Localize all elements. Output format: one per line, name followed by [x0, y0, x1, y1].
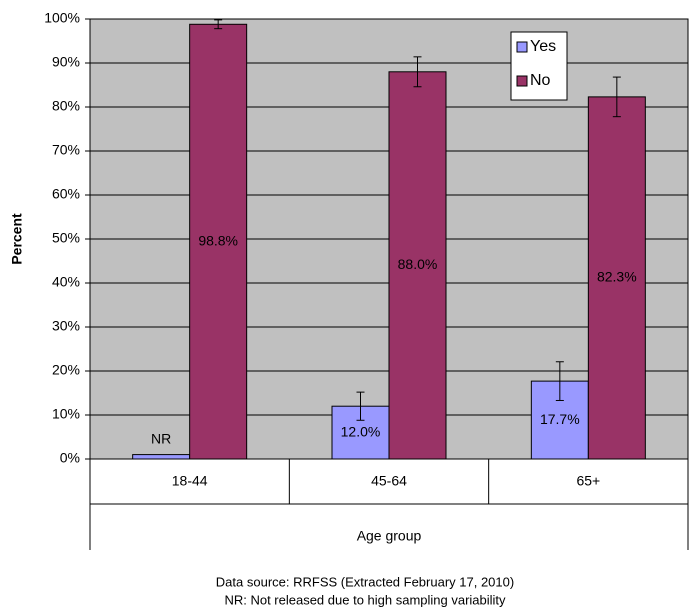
- y-tick-label: 100%: [44, 10, 80, 26]
- legend-swatch: [516, 75, 528, 87]
- legend-label: No: [530, 72, 551, 89]
- footnote: Data source: RRFSS (Extracted February 1…: [216, 574, 514, 589]
- bar: [587, 96, 646, 460]
- data-label: 12.0%: [341, 423, 381, 439]
- y-tick-label: 60%: [52, 186, 80, 202]
- data-label: 88.0%: [398, 256, 438, 272]
- bar: [132, 454, 191, 460]
- legend-swatch: [516, 41, 528, 53]
- bar: [388, 71, 447, 460]
- footnote: NR: Not released due to high sampling va…: [224, 592, 506, 607]
- data-label: 17.7%: [540, 411, 580, 427]
- y-tick-label: 0%: [60, 450, 80, 466]
- legend-label: Yes: [530, 38, 556, 55]
- data-label: 98.8%: [198, 232, 238, 248]
- x-tick-label: 45-64: [371, 473, 407, 489]
- y-axis-label: Percent: [9, 213, 25, 265]
- y-tick-label: 70%: [52, 142, 80, 158]
- y-tick-label: 90%: [52, 54, 80, 70]
- data-label: 82.3%: [597, 269, 637, 285]
- y-tick-label: 40%: [52, 274, 80, 290]
- y-tick-label: 50%: [52, 230, 80, 246]
- x-tick-label: 18-44: [172, 473, 208, 489]
- x-tick-label: 65+: [576, 473, 600, 489]
- y-tick-label: 80%: [52, 98, 80, 114]
- y-tick-label: 30%: [52, 318, 80, 334]
- x-axis-label: Age group: [357, 528, 422, 544]
- bar: [189, 23, 248, 460]
- y-tick-label: 20%: [52, 362, 80, 378]
- y-tick-label: 10%: [52, 406, 80, 422]
- data-label: NR: [151, 430, 171, 446]
